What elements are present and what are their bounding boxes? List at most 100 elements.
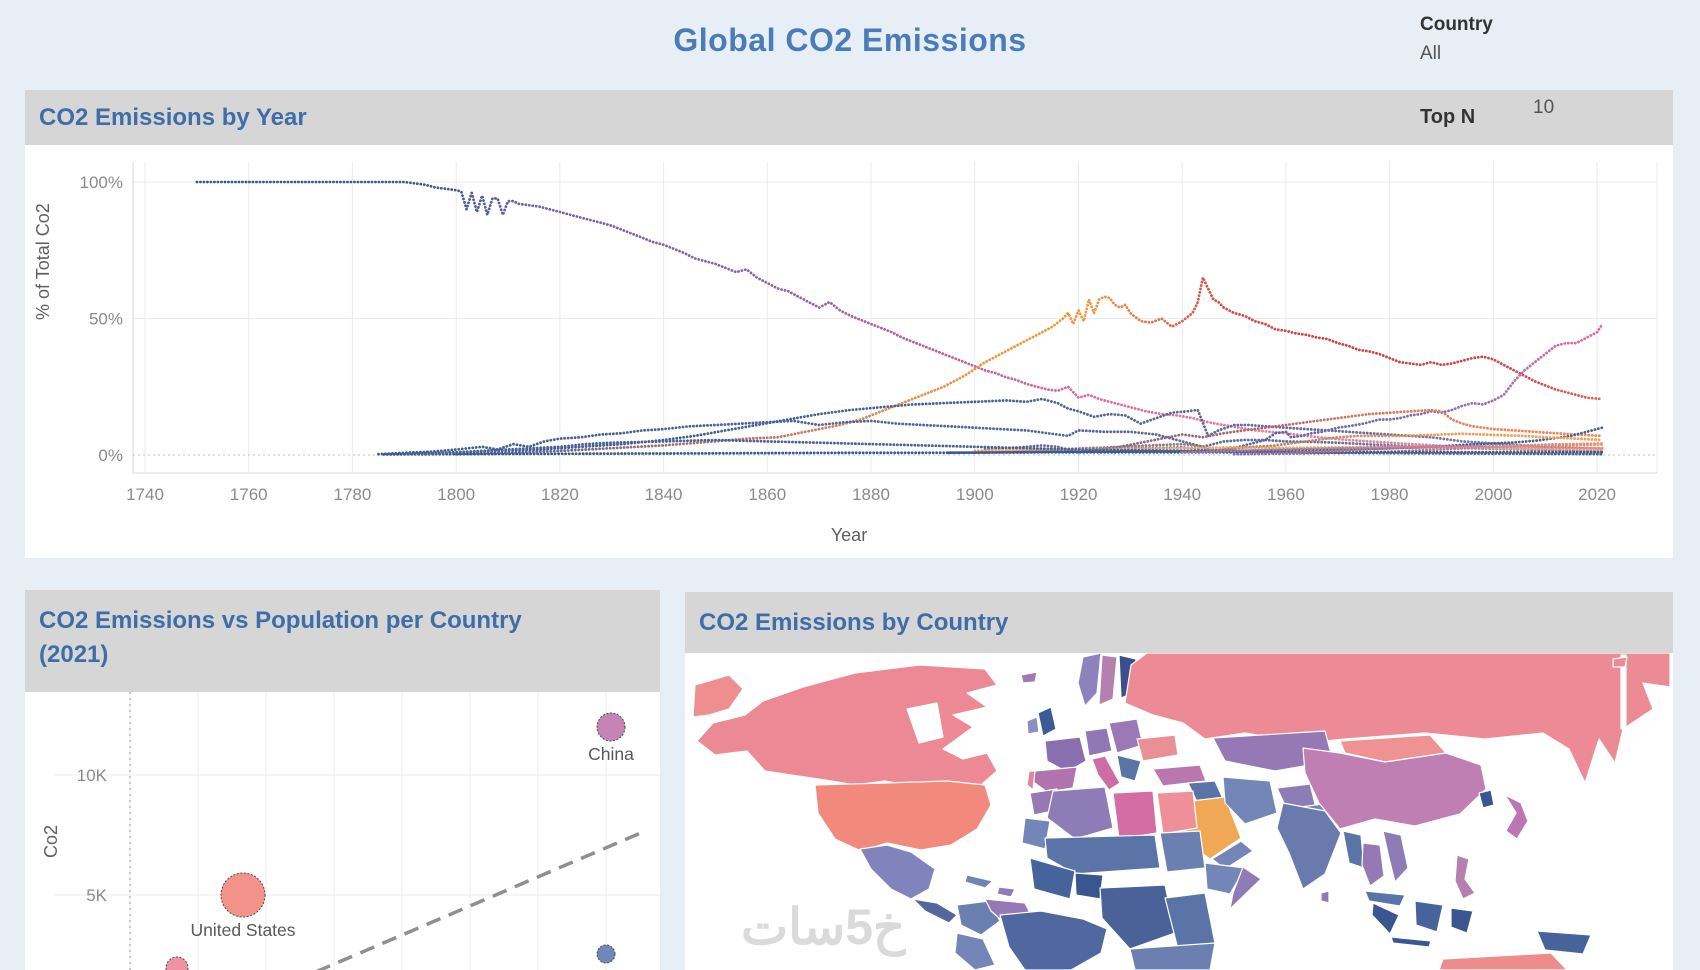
country-sahel-band xyxy=(1044,834,1161,875)
bubble-united-states xyxy=(220,872,266,918)
co2-by-year-title: CO2 Emissions by Year xyxy=(39,104,307,131)
country-portugal xyxy=(1026,770,1036,791)
series-blue-early-hump xyxy=(402,438,1604,456)
svg-text:1800: 1800 xyxy=(437,485,475,504)
country-ukraine xyxy=(1136,734,1179,762)
svg-text:1920: 1920 xyxy=(1060,485,1098,504)
x-axis-title: Year xyxy=(830,525,868,545)
country-sweden xyxy=(1098,654,1118,706)
country-brazil xyxy=(999,910,1108,970)
country-peru-andes xyxy=(954,932,996,970)
country-central-europe xyxy=(1108,718,1144,754)
y-axis-title: % of Total Co2 xyxy=(33,203,53,320)
country-malaysia xyxy=(1364,890,1406,907)
country-italy xyxy=(1091,755,1121,791)
series-pink-riser xyxy=(983,322,1604,454)
country-spain xyxy=(1031,766,1078,793)
country-papua-new-guinea xyxy=(1536,930,1592,955)
country-balkans xyxy=(1116,754,1142,782)
country-hispaniola xyxy=(996,886,1016,898)
country-philippines xyxy=(1454,854,1476,900)
svg-text:1780: 1780 xyxy=(333,485,371,504)
svg-text:1760: 1760 xyxy=(230,485,268,504)
svg-text:1960: 1960 xyxy=(1267,485,1305,504)
country-algeria xyxy=(1046,786,1114,840)
svg-text:1940: 1940 xyxy=(1163,485,1201,504)
country-myanmar xyxy=(1342,830,1365,869)
country-sri-lanka xyxy=(1320,890,1330,904)
country-dateline-gap xyxy=(1620,654,1627,730)
scatter-grid xyxy=(55,692,660,970)
svg-text:1820: 1820 xyxy=(541,485,579,504)
series-navy-baseline xyxy=(382,450,1604,456)
country-iceland xyxy=(1020,671,1038,684)
scatter-title-line2: (2021) xyxy=(39,641,109,668)
svg-text:United States: United States xyxy=(190,920,295,940)
country-borneo xyxy=(1414,900,1444,933)
svg-text:1860: 1860 xyxy=(748,485,786,504)
co2-by-year-panel: CO2 Emissions by Year Top N 10 100% 50% 0%… xyxy=(25,90,1673,558)
country-filter-label: Country xyxy=(1420,14,1493,35)
scatter-y-axis-title: Co2 xyxy=(41,824,61,858)
top-n-value[interactable]: 10 xyxy=(1533,97,1555,118)
country-cuba xyxy=(964,874,994,889)
country-vietnam-laos xyxy=(1382,830,1409,883)
scatter-header: CO2 Emissions vs Population per Country … xyxy=(25,590,660,692)
country-ireland xyxy=(1026,716,1040,735)
scatter-points: China United States xyxy=(165,712,634,970)
scatter-title-line1: CO2 Emissions vs Population per Country xyxy=(39,607,522,634)
trend-line xyxy=(315,830,644,970)
country-united-states xyxy=(814,780,992,852)
watermark: خ5سات xyxy=(741,899,906,955)
co2-vs-population-panel: CO2 Emissions vs Population per Country … xyxy=(25,590,660,970)
country-filter-value[interactable]: All xyxy=(1420,43,1442,64)
country-china xyxy=(1302,747,1487,830)
country-united-kingdom xyxy=(1037,706,1057,737)
svg-text:2020: 2020 xyxy=(1578,485,1616,504)
country-australia xyxy=(1438,952,1568,970)
svg-text:100%: 100% xyxy=(80,173,123,192)
country-france xyxy=(1044,736,1087,773)
country-central-america xyxy=(912,898,958,924)
bubble-small xyxy=(596,944,616,964)
country-germany xyxy=(1084,727,1113,757)
bubble-small xyxy=(165,956,189,970)
top-n-label: Top N xyxy=(1420,106,1476,128)
series-orange-late xyxy=(983,432,1604,454)
country-mexico xyxy=(859,844,936,900)
series-orange-red-riser xyxy=(454,276,1604,456)
country-ethiopia xyxy=(1204,862,1246,895)
country-mauritania xyxy=(1021,817,1051,850)
page-title: Global CO2 Emissions xyxy=(673,22,1027,58)
country-libya xyxy=(1112,790,1158,840)
svg-text:1880: 1880 xyxy=(852,485,890,504)
map-title: CO2 Emissions by Country xyxy=(699,609,1009,636)
co2-vs-population-chart[interactable]: China United States 10K 5K xyxy=(25,590,660,970)
svg-text:China: China xyxy=(588,744,634,764)
country-west-africa xyxy=(1029,857,1076,900)
series-descending-leader xyxy=(195,180,1604,453)
country-korea xyxy=(1478,789,1495,809)
co2-by-country-panel: CO2 Emissions by Country خ5سات xyxy=(685,592,1673,970)
country-hudson-bay-water xyxy=(906,702,944,744)
world-choropleth-map[interactable] xyxy=(685,653,1673,970)
svg-text:1740: 1740 xyxy=(126,485,164,504)
country-southern-africa xyxy=(1129,942,1216,970)
co2-by-year-chart[interactable]: 100% 50% 0% 1740 1760 1780 1800 1820 1840 1860 188… xyxy=(25,90,1673,558)
topchart-lines xyxy=(195,180,1604,456)
bubble-china xyxy=(596,712,626,742)
svg-text:5K: 5K xyxy=(86,886,107,905)
country-alaska xyxy=(692,674,744,718)
topchart-grid xyxy=(132,162,1658,474)
co2-by-year-header: CO2 Emissions by Year Top N 10 xyxy=(25,90,1673,145)
svg-text:1980: 1980 xyxy=(1371,485,1409,504)
svg-text:1840: 1840 xyxy=(645,485,683,504)
country-thailand xyxy=(1361,842,1385,887)
country-canada xyxy=(696,664,998,788)
svg-text:1900: 1900 xyxy=(956,485,994,504)
country-russia xyxy=(1124,653,1671,784)
country-sudan xyxy=(1159,830,1206,873)
country-filter: Country All xyxy=(1420,14,1540,65)
country-nigeria xyxy=(1074,872,1104,900)
country-turkey xyxy=(1152,764,1207,787)
